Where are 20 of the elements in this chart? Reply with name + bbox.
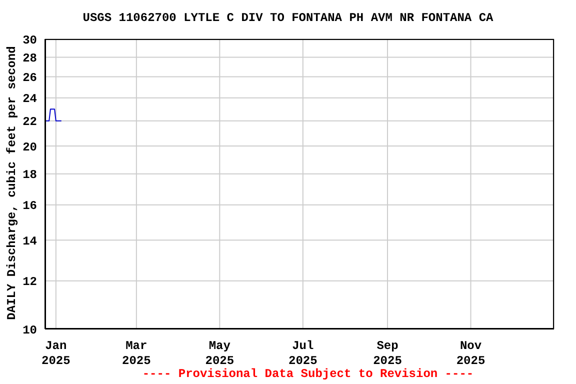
x-tick-label: Sep 2025 (373, 339, 402, 368)
x-tick-label: Jul 2025 (288, 339, 318, 368)
chart-title: USGS 11062700 LYTLE C DIV TO FONTANA PH AVM NR FONTANA CA (82, 11, 494, 25)
x-tick-label: May 2025 (205, 339, 234, 368)
y-tick-label: 28 (22, 51, 37, 66)
x-tick-label: Jan 2025 (42, 339, 70, 368)
y-tick-label: 10 (22, 323, 37, 338)
y-tick-label: 24 (22, 92, 37, 106)
y-tick-label: 14 (22, 234, 37, 248)
y-tick-label: 20 (22, 140, 37, 154)
y-tick-label: 22 (22, 115, 37, 130)
y-tick-label: 26 (22, 71, 37, 86)
y-tick-label: 30 (22, 33, 37, 48)
y-tick-label: 16 (22, 199, 37, 214)
y-axis-title: DAILY Discharge, cubic feet per second (5, 45, 19, 322)
text: ---- Provisional Data Subject to Revision ---- (141, 367, 475, 381)
y-tick-label: 18 (22, 168, 37, 182)
y-tick-label: 12 (22, 275, 37, 290)
x-tick-label: Nov 2025 (456, 339, 486, 368)
x-tick-label: Mar 2025 (122, 339, 151, 368)
